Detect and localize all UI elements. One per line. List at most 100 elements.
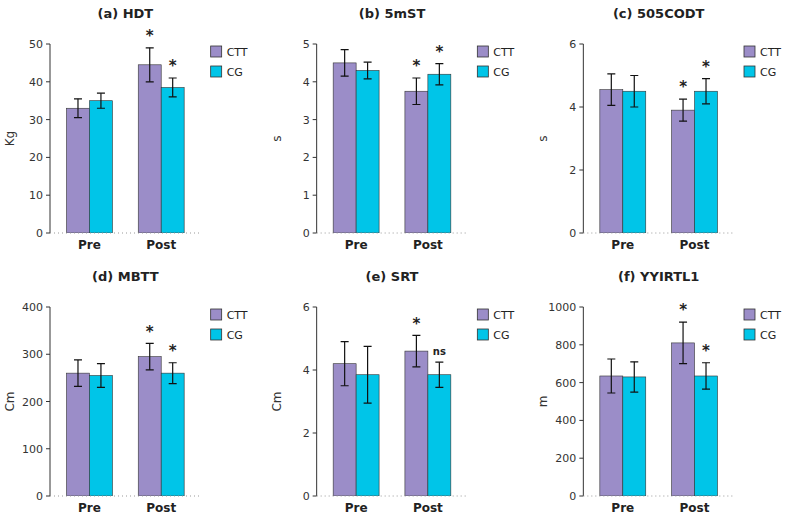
annotation: * [412, 315, 420, 333]
error-bar [74, 99, 82, 118]
tick-mark [313, 496, 317, 497]
annotation: ns [433, 346, 446, 357]
error-bar [74, 360, 82, 386]
tick-label: 200 [22, 396, 43, 409]
tick-label: 0 [569, 490, 576, 503]
axis-label: Cm [3, 391, 17, 411]
legend-swatch [744, 309, 755, 320]
tick-label: 3 [303, 114, 310, 127]
tick-label: 2 [303, 151, 310, 164]
bar [695, 376, 718, 496]
legend-swatch [744, 46, 755, 57]
tick-mark [46, 354, 50, 355]
bar [67, 108, 90, 233]
error-bar [364, 62, 372, 79]
tick-mark [313, 81, 317, 82]
y-axis [50, 44, 51, 233]
axis-label: s [270, 135, 284, 141]
tick-label: 1000 [548, 301, 576, 314]
error-bar [630, 76, 638, 108]
figure: (a) HDTKg01020304050**PrePostCTTCG(b) 5m… [0, 0, 800, 526]
tick-label: 20 [29, 151, 43, 164]
legend-label: CTT [493, 309, 514, 322]
tick-mark [313, 157, 317, 158]
tick-label: Post [680, 501, 710, 515]
annotation: * [679, 301, 687, 319]
tick-label: 1 [303, 189, 310, 202]
tick-label: 6 [569, 38, 576, 51]
tick-label: 0 [569, 227, 576, 240]
bar [600, 90, 623, 233]
axis-label: Cm [270, 391, 284, 411]
error-bar [412, 335, 420, 367]
legend-label: CTT [227, 309, 248, 322]
tick-mark [579, 233, 583, 234]
tick-label: Pre [345, 501, 368, 515]
tick-label: 0 [36, 490, 43, 503]
tick-mark [579, 307, 583, 308]
tick-mark [313, 233, 317, 234]
tick-label: 800 [555, 339, 576, 352]
tick-label: Post [146, 238, 176, 252]
legend-label: CG [760, 66, 776, 79]
legend-label: CG [493, 66, 509, 79]
plot-area [67, 343, 185, 496]
tick-mark [46, 157, 50, 158]
legend-label: CTT [760, 309, 781, 322]
tick-label: 200 [555, 452, 576, 465]
legend-swatch [211, 66, 222, 77]
panel: (c) 505CODTs0246**PrePostCTTCG [536, 6, 781, 252]
annotation: * [412, 57, 420, 75]
tick-label: Post [146, 501, 176, 515]
tick-mark [46, 119, 50, 120]
annotation: * [702, 342, 710, 360]
tick-label: Pre [611, 238, 634, 252]
tick-label: 2 [569, 164, 576, 177]
tick-mark [313, 307, 317, 308]
tick-mark [46, 195, 50, 196]
tick-label: 6 [303, 301, 310, 314]
x-axis [50, 496, 201, 497]
legend-swatch [477, 309, 488, 320]
panel: (b) 5mSTs012345**PrePostCTTCG [270, 6, 515, 252]
x-axis [50, 233, 201, 234]
annotation: * [435, 43, 443, 61]
tick-mark [46, 233, 50, 234]
tick-label: 300 [22, 348, 43, 361]
error-bar [169, 363, 177, 384]
x-axis [317, 233, 468, 234]
annotation: * [679, 78, 687, 96]
error-bar [607, 359, 615, 393]
tick-label: 400 [555, 414, 576, 427]
y-axis [316, 44, 317, 233]
bar [672, 343, 695, 496]
error-bar [435, 64, 443, 85]
tick-mark [46, 44, 50, 45]
error-bar [146, 48, 154, 82]
tick-mark [579, 382, 583, 383]
bar [600, 376, 623, 496]
error-bar [435, 362, 443, 387]
tick-mark [46, 81, 50, 82]
legend-swatch [744, 329, 755, 340]
error-bar [630, 362, 638, 392]
legend: CTTCG [477, 46, 514, 79]
bar [138, 357, 161, 496]
annotation: * [702, 58, 710, 76]
tick-label: 600 [555, 377, 576, 390]
plot-area [333, 50, 451, 233]
chart-title: (a) HDT [97, 6, 153, 21]
tick-mark [46, 307, 50, 308]
bar [623, 91, 646, 233]
y-axis [316, 307, 317, 496]
error-bar [364, 346, 372, 403]
bar [623, 377, 646, 496]
legend: CTTCG [744, 309, 781, 342]
axis-label: m [536, 396, 550, 408]
chart-title: (f) YYIRTL1 [618, 269, 699, 284]
tick-label: 0 [303, 490, 310, 503]
legend: CTTCG [211, 46, 248, 79]
tick-mark [579, 496, 583, 497]
error-bar [146, 343, 154, 369]
tick-label: 50 [29, 38, 43, 51]
